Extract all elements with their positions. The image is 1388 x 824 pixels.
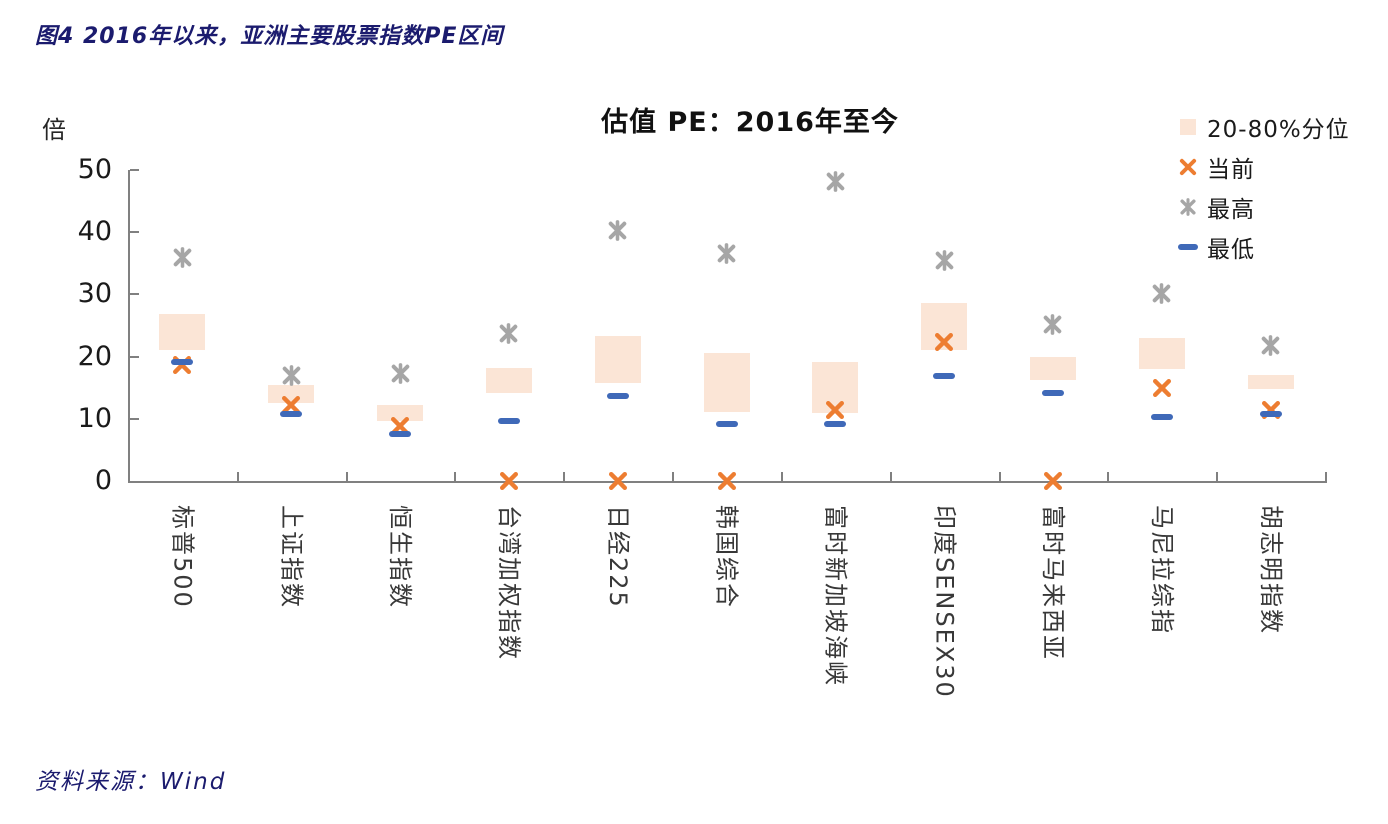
max-star-icon (826, 170, 845, 192)
min-dash-icon (1259, 411, 1282, 418)
y-axis-line (128, 170, 130, 481)
legend-item: 最低 (1176, 230, 1350, 263)
category-label: 印度SENSEX30 (930, 505, 959, 699)
y-axis-unit-label: 倍 (42, 116, 66, 144)
y-axis-tick (130, 355, 139, 358)
range-box-swatch-icon (1180, 118, 1196, 135)
legend: 20-80%分位 当前最高最低 (1176, 110, 1350, 263)
pe-range-box (594, 336, 641, 383)
current-x-icon (499, 472, 518, 490)
pe-range-box (1029, 356, 1076, 380)
category-label: 日经225 (603, 505, 632, 609)
min-dash-icon (389, 431, 412, 438)
y-tick-label: 20 (77, 340, 112, 372)
legend-swatch (1176, 158, 1200, 176)
category-label: 台湾加权指数 (495, 505, 524, 661)
pe-range-box (812, 362, 859, 413)
min-dash-icon (715, 421, 738, 428)
max-star-icon (608, 220, 627, 242)
max-star-icon (282, 364, 301, 386)
x-axis-tick (236, 472, 239, 481)
x-axis-tick (672, 472, 675, 481)
pe-range-box (1247, 374, 1294, 389)
y-tick-label: 0 (94, 465, 112, 496)
y-axis-tick (130, 293, 139, 296)
y-axis-tick (130, 169, 139, 171)
y-tick-label: 10 (77, 402, 112, 434)
max-star-icon (1044, 314, 1062, 336)
category-label: 恒生指数 (386, 505, 415, 609)
max-star-icon (1152, 282, 1171, 304)
pe-range-box (268, 384, 315, 404)
y-axis-tick (130, 231, 139, 234)
legend-label: 当前 (1207, 156, 1255, 183)
current-x-icon (1261, 401, 1280, 420)
x-axis-tick (889, 472, 892, 481)
x-axis-tick (1107, 472, 1110, 481)
max-star-icon (391, 362, 409, 384)
pe-range-box (159, 314, 206, 351)
legend-swatch (1176, 243, 1200, 250)
category-label: 富时新加坡海峡 (821, 505, 850, 687)
current-x-icon (1152, 379, 1171, 398)
min-dash-icon (280, 410, 303, 417)
category-label: 马尼拉综指 (1147, 505, 1176, 635)
y-tick-label: 30 (77, 278, 112, 310)
x-axis-tick (345, 472, 348, 481)
category-label: 上证指数 (277, 505, 306, 609)
max-star-icon (500, 323, 518, 344)
x-axis-tick (454, 472, 457, 481)
legend-swatch (1176, 197, 1200, 216)
max-star-swatch-icon (1180, 197, 1196, 216)
min-dash-swatch-icon (1178, 243, 1198, 250)
source-note: 资料来源：Wind (35, 769, 227, 795)
pe-range-box (703, 353, 750, 412)
current-x-icon (1043, 472, 1062, 490)
y-axis-tick (130, 417, 139, 420)
min-dash-icon (171, 358, 194, 365)
pe-range-box (485, 368, 532, 393)
legend-label: 最高 (1207, 196, 1255, 223)
min-dash-icon (933, 372, 956, 379)
x-axis-tick (780, 472, 783, 481)
max-star-icon (935, 249, 953, 271)
current-x-icon (282, 396, 301, 415)
x-axis-tick (1216, 472, 1219, 481)
legend-swatch (1176, 118, 1200, 135)
legend-item: 20-80%分位 (1176, 110, 1350, 143)
figure-title: 图4 2016年以来，亚洲主要股票指数PE区间 (35, 24, 504, 49)
category-label: 韩国综合 (712, 505, 741, 609)
max-star-icon (717, 243, 736, 265)
min-dash-icon (606, 392, 629, 399)
min-dash-icon (1041, 390, 1064, 397)
category-label: 胡志明指数 (1256, 505, 1285, 635)
x-axis-tick (563, 472, 566, 481)
min-dash-icon (1150, 413, 1173, 420)
min-dash-icon (824, 420, 847, 427)
y-tick-label: 50 (77, 154, 112, 185)
max-star-icon (173, 246, 192, 268)
chart-title: 估值 PE：2016年至今 (601, 107, 899, 138)
category-label: 标普500 (168, 505, 197, 609)
current-x-icon (608, 472, 627, 490)
max-star-icon (1261, 334, 1280, 356)
legend-label: 20-80%分位 (1207, 116, 1350, 143)
x-axis-tick (128, 472, 130, 481)
current-x-swatch-icon (1179, 158, 1197, 175)
legend-item: 当前 (1176, 150, 1350, 183)
current-x-icon (826, 401, 845, 420)
y-tick-label: 40 (77, 216, 112, 248)
legend-label: 最低 (1207, 236, 1255, 263)
category-label: 富时马来西亚 (1039, 505, 1068, 661)
x-axis-tick (1325, 472, 1327, 481)
legend-item: 最高 (1176, 190, 1350, 223)
x-axis-tick (998, 472, 1001, 481)
current-x-icon (717, 472, 736, 490)
pe-range-box (377, 405, 424, 422)
current-x-icon (935, 332, 954, 351)
min-dash-icon (497, 418, 520, 425)
current-x-icon (391, 417, 410, 436)
pe-range-box (1138, 337, 1185, 370)
